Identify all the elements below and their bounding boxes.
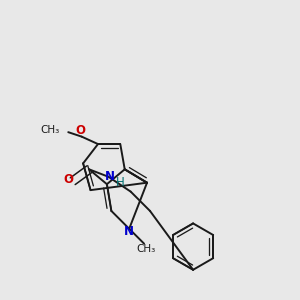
Text: CH₃: CH₃ bbox=[40, 125, 59, 135]
Text: CH₃: CH₃ bbox=[136, 244, 155, 254]
Text: H: H bbox=[116, 176, 125, 189]
Text: N: N bbox=[105, 170, 115, 183]
Text: O: O bbox=[75, 124, 85, 137]
Text: N: N bbox=[124, 225, 134, 238]
Text: O: O bbox=[63, 173, 73, 186]
